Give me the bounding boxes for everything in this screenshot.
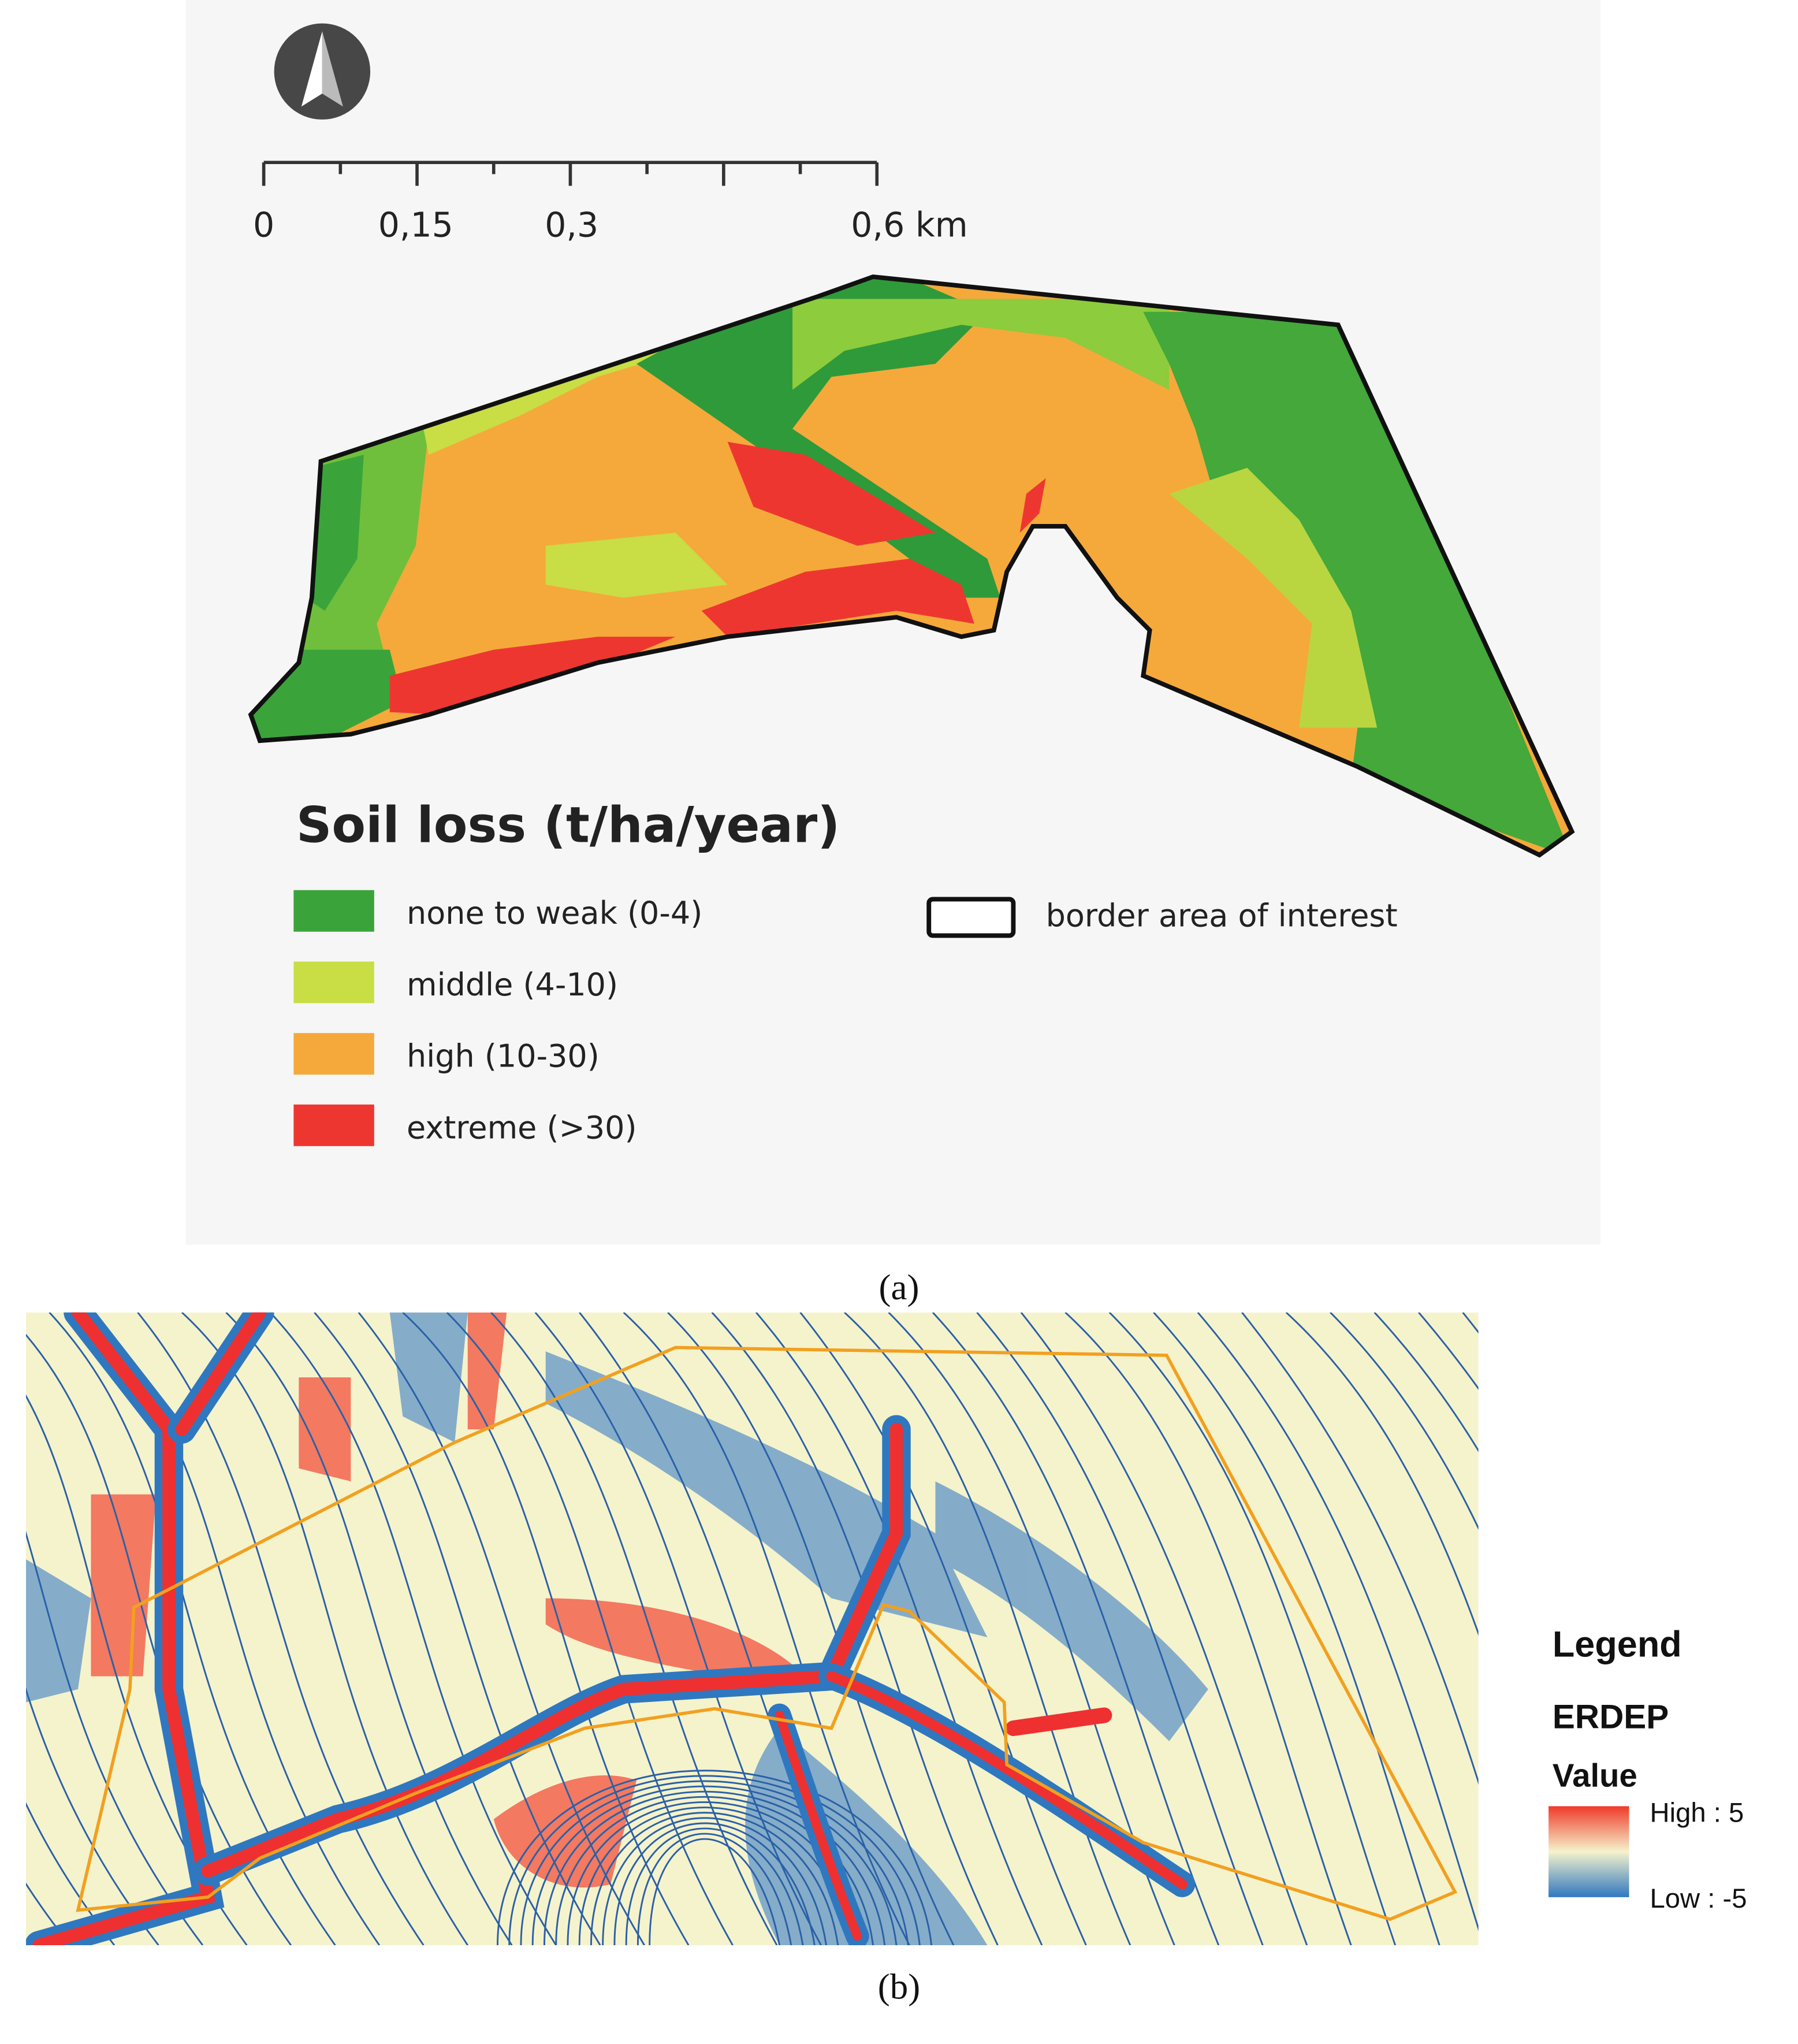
contour-line bbox=[534, 1312, 822, 1946]
legend-label: extreme (>30) bbox=[407, 1109, 636, 1146]
border-area bbox=[248, 274, 1575, 858]
legend-b: Legend ERDEP Value High : 5 Low : -5 bbox=[1543, 1618, 1767, 1946]
contour-line bbox=[26, 1394, 248, 1946]
channel-red bbox=[826, 1671, 1188, 1890]
contour-line bbox=[1330, 1312, 1479, 1530]
erosion-zone bbox=[91, 1494, 156, 1677]
contour-line bbox=[26, 1943, 27, 1946]
scale-bar-label: 0,6 km bbox=[851, 205, 967, 244]
zone-extreme-3 bbox=[389, 637, 676, 715]
legend-title: Soil loss (t/ha/year) bbox=[296, 797, 840, 854]
legend-b-high: High : 5 bbox=[1650, 1797, 1744, 1828]
legend-b-low: Low : -5 bbox=[1650, 1883, 1747, 1914]
legend-b-layer: ERDEP bbox=[1553, 1698, 1669, 1735]
caption-a: (a) bbox=[879, 1267, 920, 1307]
zone-extreme-1 bbox=[727, 441, 936, 546]
legend-b-title: Legend bbox=[1553, 1625, 1682, 1665]
contour-line bbox=[520, 1780, 909, 1946]
channel-red bbox=[1005, 1707, 1112, 1736]
contour-line bbox=[625, 1827, 804, 1946]
channel-red bbox=[175, 1312, 267, 1436]
zone-middle-center bbox=[545, 533, 728, 598]
channel-red bbox=[32, 1312, 215, 1946]
contour-line bbox=[402, 1312, 690, 1946]
contour-line bbox=[26, 1333, 292, 1946]
contour-line bbox=[1020, 1312, 1308, 1946]
contour-line bbox=[888, 1312, 1175, 1946]
north-arrow bbox=[274, 23, 371, 120]
channel-red bbox=[775, 1711, 862, 1941]
zone-extreme-2 bbox=[701, 559, 974, 637]
legend-swatch bbox=[293, 1033, 374, 1075]
contour-line bbox=[636, 1833, 792, 1946]
border-area-b bbox=[76, 1346, 1458, 1922]
contour-line bbox=[613, 1822, 816, 1946]
contour-line bbox=[667, 1312, 955, 1946]
legend-swatch bbox=[293, 1104, 374, 1146]
contour-line bbox=[1285, 1312, 1479, 1636]
caption-b: (b) bbox=[878, 1966, 920, 2006]
contour-line bbox=[602, 1817, 827, 1946]
contour-line bbox=[531, 1785, 898, 1946]
contour-line bbox=[544, 1790, 886, 1946]
zone-weak-east bbox=[1143, 311, 1572, 855]
contour-line bbox=[932, 1312, 1220, 1946]
deposition-zone bbox=[389, 1312, 468, 1443]
contour-line bbox=[623, 1312, 910, 1946]
scale-bar bbox=[262, 161, 879, 186]
contour-line bbox=[225, 1312, 513, 1946]
erosion-zone bbox=[545, 1598, 806, 1677]
contour-line bbox=[1064, 1312, 1352, 1946]
zone-weak-channel bbox=[636, 277, 1000, 598]
erosion-zone bbox=[467, 1312, 507, 1430]
contour-line bbox=[590, 1812, 839, 1946]
legend-swatch bbox=[293, 890, 374, 932]
contour-line bbox=[1153, 1312, 1440, 1946]
contour-line bbox=[649, 1838, 781, 1946]
contour-line bbox=[755, 1312, 1043, 1946]
deposition-zone bbox=[935, 1481, 1208, 1741]
contour-line bbox=[490, 1312, 778, 1946]
contour-line bbox=[1197, 1312, 1479, 1931]
contour-line bbox=[555, 1796, 874, 1946]
contour-line bbox=[269, 1312, 557, 1946]
legend-swatch bbox=[293, 961, 374, 1004]
contour-line bbox=[1373, 1312, 1479, 1452]
legend-a: none to weak (0-4) middle (4-10) high (10-… bbox=[293, 890, 702, 1146]
erosion-zone bbox=[493, 1775, 637, 1888]
legend-label: none to weak (0-4) bbox=[407, 895, 702, 931]
contour-line bbox=[1241, 1312, 1479, 1785]
contour-line bbox=[26, 1802, 116, 1946]
zone-middle-ne bbox=[792, 299, 1170, 390]
legend-b-ramp bbox=[1548, 1806, 1629, 1897]
scale-bar-label: 0,15 bbox=[378, 205, 453, 244]
contour-line bbox=[26, 1687, 159, 1946]
legend-label: middle (4-10) bbox=[407, 967, 618, 1003]
border-label: border area of interest bbox=[1046, 898, 1398, 934]
contour-line bbox=[508, 1775, 921, 1946]
contour-line bbox=[26, 1530, 204, 1946]
contour-line bbox=[314, 1312, 601, 1946]
erdep-map bbox=[26, 1312, 1479, 1946]
contours bbox=[26, 1312, 1479, 1946]
contour-line bbox=[799, 1312, 1087, 1946]
scale-bar-label: 0,3 bbox=[545, 205, 598, 244]
legend-label: high (10-30) bbox=[407, 1038, 600, 1075]
contour-line bbox=[497, 1770, 933, 1946]
legend-b-field: Value bbox=[1553, 1757, 1637, 1794]
scale-bar-label: 0 bbox=[253, 205, 274, 244]
erosion-zone bbox=[299, 1377, 351, 1482]
contour-line bbox=[1108, 1312, 1397, 1946]
border-swatch bbox=[926, 897, 1016, 938]
zone-middle-east bbox=[1169, 467, 1378, 728]
contour-line bbox=[976, 1312, 1264, 1946]
contour-line bbox=[181, 1312, 468, 1946]
erosion-zones bbox=[91, 1312, 806, 1888]
zone-extreme-4 bbox=[1019, 478, 1046, 533]
deposition-zone bbox=[26, 1559, 91, 1703]
north-arrow-left bbox=[301, 31, 322, 107]
